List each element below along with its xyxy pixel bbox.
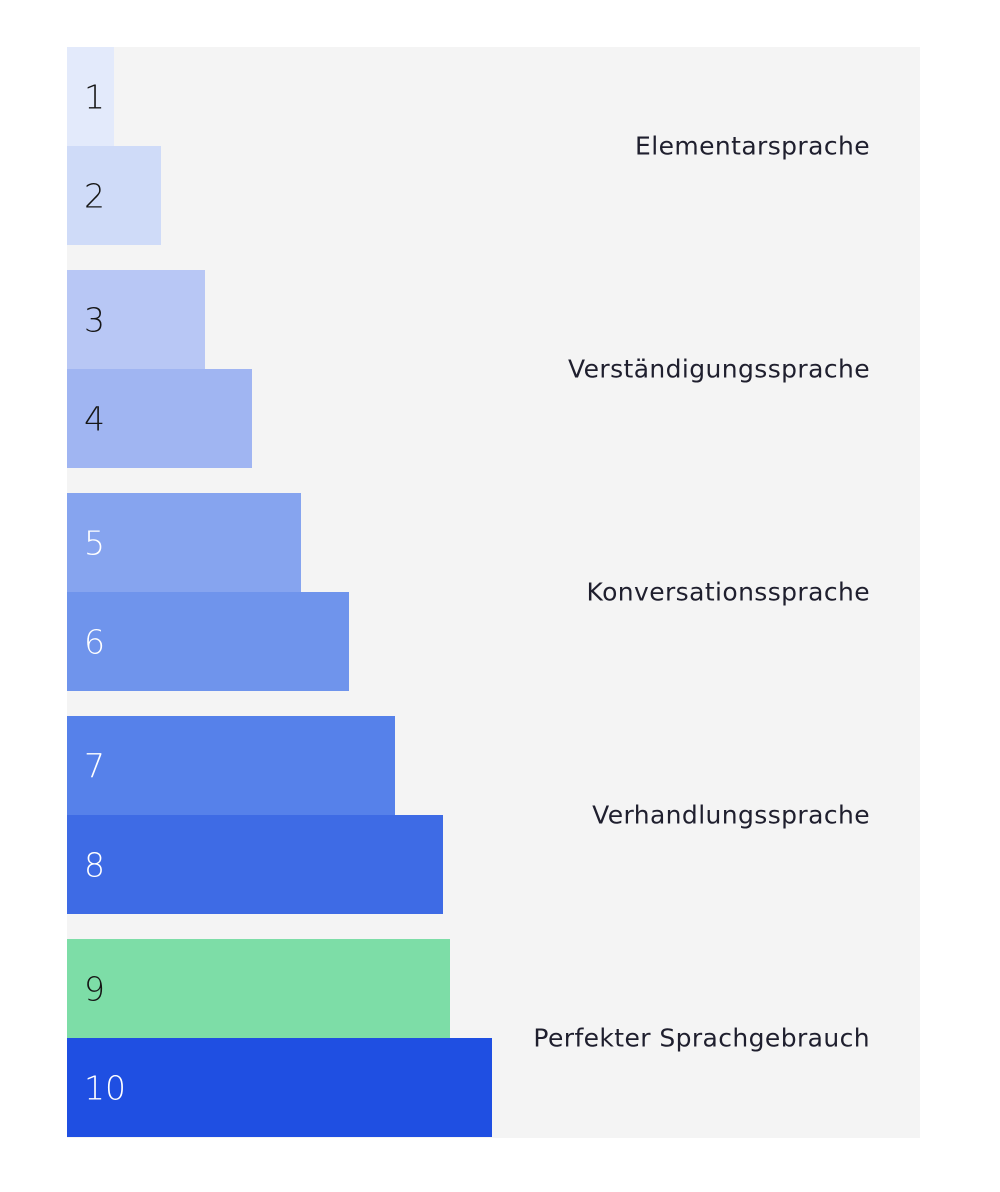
level-number: 6 [84,622,105,661]
level-number: 7 [84,746,105,785]
level-bar-5: 5 [67,493,301,592]
level-number: 3 [84,300,105,339]
level-number: 10 [84,1068,126,1107]
level-bar-9: 9 [67,939,450,1038]
group-label: Verständigungssprache [568,354,870,384]
group-label: Konversationssprache [586,577,870,607]
group-label: Verhandlungssprache [592,800,870,830]
level-number: 9 [84,969,105,1008]
level-number: 1 [84,77,105,116]
level-bar-7: 7 [67,716,395,815]
level-number: 4 [84,399,105,438]
group-label: Elementarsprache [635,131,870,161]
level-number: 2 [84,176,105,215]
level-bar-10: 10 [67,1038,492,1137]
level-number: 5 [84,523,105,562]
level-bar-8: 8 [67,815,443,914]
level-bar-4: 4 [67,369,252,468]
level-number: 8 [84,845,105,884]
group-label: Perfekter Sprachgebrauch [533,1023,870,1053]
level-bar-2: 2 [67,146,161,245]
level-bar-1: 1 [67,47,114,146]
level-bar-6: 6 [67,592,349,691]
level-bar-3: 3 [67,270,205,369]
